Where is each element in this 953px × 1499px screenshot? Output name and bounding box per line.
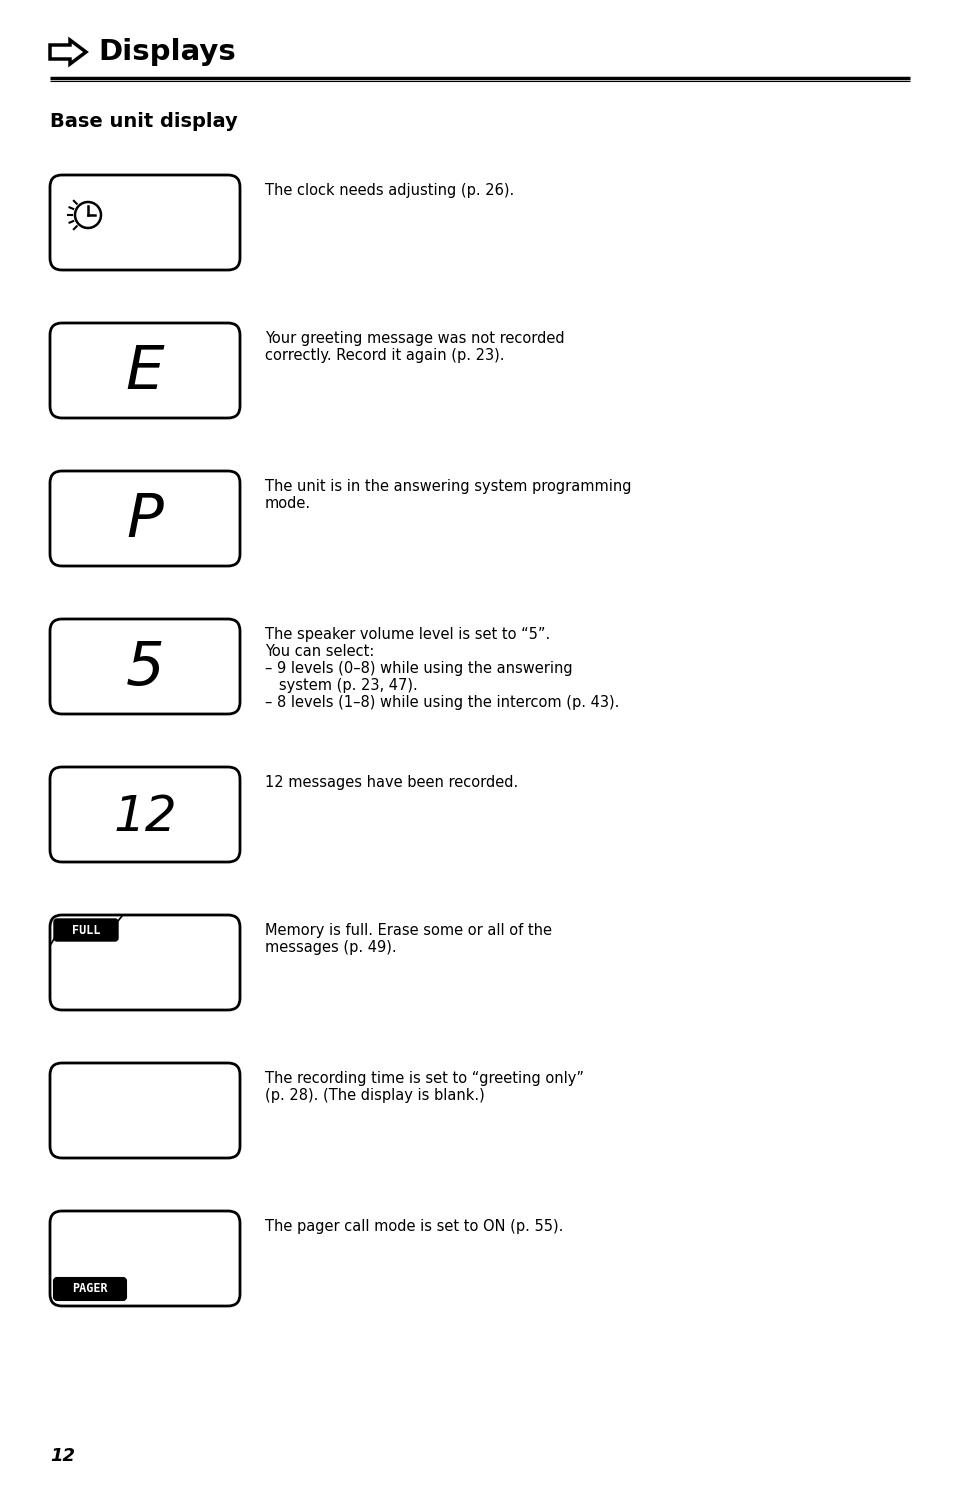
Text: – 9 levels (0–8) while using the answering: – 9 levels (0–8) while using the answeri… xyxy=(265,661,572,676)
Text: 12: 12 xyxy=(113,793,176,841)
Text: mode.: mode. xyxy=(265,496,311,511)
FancyBboxPatch shape xyxy=(50,1211,240,1306)
Text: The speaker volume level is set to “5”.: The speaker volume level is set to “5”. xyxy=(265,627,550,642)
Text: system (p. 23, 47).: system (p. 23, 47). xyxy=(265,678,417,693)
Text: Displays: Displays xyxy=(98,37,235,66)
FancyBboxPatch shape xyxy=(50,767,240,862)
Text: FULL: FULL xyxy=(71,923,100,937)
Text: You can select:: You can select: xyxy=(265,645,374,660)
Text: 12: 12 xyxy=(50,1447,75,1465)
FancyBboxPatch shape xyxy=(50,175,240,270)
Text: The unit is in the answering system programming: The unit is in the answering system prog… xyxy=(265,480,631,495)
Text: 5: 5 xyxy=(126,639,164,699)
Text: 12 messages have been recorded.: 12 messages have been recorded. xyxy=(265,775,517,790)
Text: PAGER: PAGER xyxy=(72,1283,108,1295)
Text: E: E xyxy=(126,343,164,402)
FancyBboxPatch shape xyxy=(54,919,118,941)
FancyBboxPatch shape xyxy=(50,619,240,714)
Text: messages (p. 49).: messages (p. 49). xyxy=(265,940,396,955)
Text: – 8 levels (1–8) while using the intercom (p. 43).: – 8 levels (1–8) while using the interco… xyxy=(265,696,618,711)
FancyBboxPatch shape xyxy=(50,322,240,418)
Text: The pager call mode is set to ON (p. 55).: The pager call mode is set to ON (p. 55)… xyxy=(265,1219,563,1234)
Text: P: P xyxy=(127,492,163,550)
Text: Base unit display: Base unit display xyxy=(50,112,237,130)
Text: The clock needs adjusting (p. 26).: The clock needs adjusting (p. 26). xyxy=(265,183,514,198)
Text: (p. 28). (The display is blank.): (p. 28). (The display is blank.) xyxy=(265,1088,484,1103)
Text: correctly. Record it again (p. 23).: correctly. Record it again (p. 23). xyxy=(265,348,504,363)
FancyBboxPatch shape xyxy=(50,471,240,567)
FancyBboxPatch shape xyxy=(54,1279,126,1300)
Text: The recording time is set to “greeting only”: The recording time is set to “greeting o… xyxy=(265,1070,583,1085)
FancyBboxPatch shape xyxy=(50,914,240,1010)
Polygon shape xyxy=(50,40,86,64)
Text: Memory is full. Erase some or all of the: Memory is full. Erase some or all of the xyxy=(265,923,552,938)
Text: Your greeting message was not recorded: Your greeting message was not recorded xyxy=(265,331,564,346)
FancyBboxPatch shape xyxy=(50,1063,240,1159)
